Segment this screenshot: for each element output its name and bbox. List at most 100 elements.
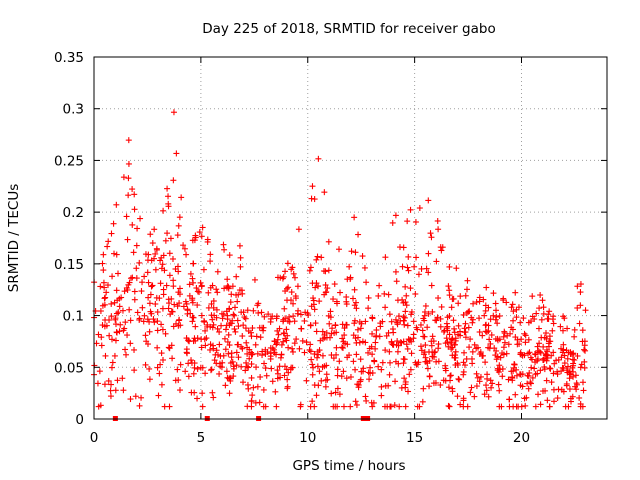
data-point	[566, 370, 573, 377]
data-point	[224, 276, 231, 283]
data-point	[227, 360, 234, 367]
data-point	[367, 364, 374, 371]
data-point	[318, 254, 325, 261]
data-point	[309, 361, 316, 368]
data-point	[532, 371, 539, 378]
data-point	[194, 288, 201, 295]
data-point	[284, 318, 291, 325]
data-point	[501, 328, 508, 335]
data-point	[205, 289, 212, 296]
data-point	[460, 371, 467, 378]
data-point	[255, 309, 262, 316]
data-point	[396, 403, 403, 410]
data-point	[433, 358, 440, 365]
data-point	[381, 290, 388, 297]
data-point	[435, 295, 442, 302]
data-point	[515, 403, 522, 410]
data-point	[483, 284, 490, 291]
data-point	[159, 326, 166, 333]
data-point	[403, 302, 410, 309]
data-point	[405, 267, 412, 274]
data-point	[107, 387, 114, 394]
data-point	[340, 368, 347, 375]
data-point	[217, 363, 224, 370]
data-point	[332, 389, 339, 396]
data-point	[113, 310, 120, 317]
data-point	[560, 388, 567, 395]
data-point	[373, 327, 380, 334]
data-point	[457, 293, 464, 300]
data-point	[157, 257, 164, 264]
data-point	[139, 304, 146, 311]
data-point	[526, 349, 533, 356]
data-point	[514, 336, 521, 343]
data-point	[129, 186, 136, 193]
data-point	[159, 356, 166, 363]
data-point	[332, 403, 339, 410]
data-point	[402, 403, 409, 410]
data-point	[525, 336, 532, 343]
data-point	[233, 349, 240, 356]
data-point	[570, 350, 577, 357]
data-point	[213, 360, 220, 367]
data-point	[166, 345, 173, 352]
data-point	[114, 329, 121, 336]
data-point	[169, 255, 176, 262]
data-point	[267, 350, 274, 357]
data-point	[359, 253, 366, 260]
data-point	[278, 351, 285, 358]
data-point	[284, 376, 291, 383]
data-point	[442, 362, 449, 369]
y-tick-label: 0.35	[54, 50, 84, 66]
data-point	[213, 286, 220, 293]
y-tick-label: 0.1	[63, 309, 84, 325]
data-point	[307, 348, 314, 355]
data-point	[207, 346, 214, 353]
data-point	[581, 358, 588, 365]
data-point	[543, 346, 550, 353]
data-point	[151, 319, 158, 326]
data-point	[542, 387, 549, 394]
data-point	[198, 336, 205, 343]
data-point	[564, 325, 571, 332]
data-point	[365, 294, 372, 301]
data-point	[142, 332, 149, 339]
data-point	[267, 318, 274, 325]
data-point	[122, 319, 129, 326]
data-point	[513, 314, 520, 321]
data-point	[234, 317, 241, 324]
data-point	[343, 294, 350, 301]
data-point	[167, 235, 174, 242]
data-point	[452, 354, 459, 361]
data-point	[375, 363, 382, 370]
data-point	[175, 289, 182, 296]
data-point	[561, 352, 568, 359]
data-point	[189, 299, 196, 306]
data-point	[218, 322, 225, 329]
data-point	[238, 363, 245, 370]
data-point	[189, 275, 196, 282]
data-point	[410, 335, 417, 342]
data-point	[517, 351, 524, 358]
data-point	[223, 368, 230, 375]
data-point	[184, 307, 191, 314]
data-point	[442, 340, 449, 347]
data-point	[463, 286, 470, 293]
data-point	[154, 318, 161, 325]
data-point	[446, 331, 453, 338]
data-point	[368, 343, 375, 350]
data-point	[248, 360, 255, 367]
data-point	[152, 300, 159, 307]
data-point	[146, 328, 153, 335]
data-point	[315, 382, 322, 389]
data-point	[543, 357, 550, 364]
data-point	[388, 318, 395, 325]
data-point	[425, 269, 432, 276]
data-point	[579, 379, 586, 386]
data-point	[111, 250, 118, 257]
data-point	[115, 309, 122, 316]
data-point	[234, 298, 241, 305]
data-point	[455, 322, 462, 329]
data-point	[185, 337, 192, 344]
